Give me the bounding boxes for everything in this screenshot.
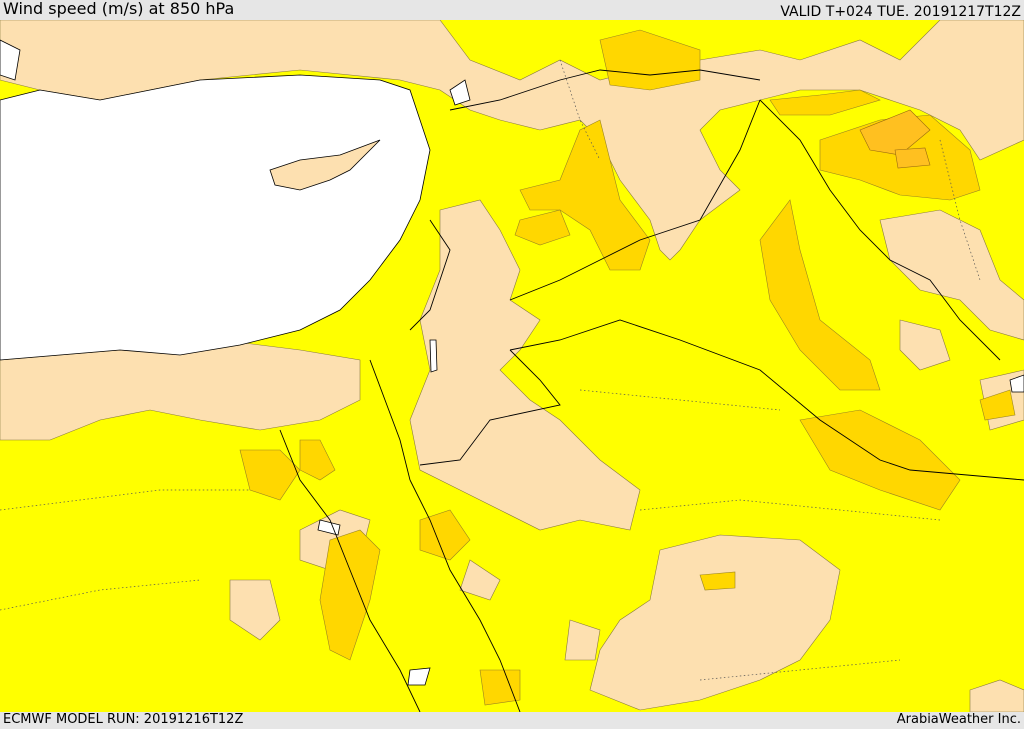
header-bar: Wind speed (m/s) at 850 hPa VALID T+024 … [0,0,1024,20]
calm-zone-red-sea-coast [459,559,501,601]
moderate-zone-suez [319,529,381,661]
calm-zone-hijaz [564,619,601,661]
border-jordan-iraq [509,319,1024,481]
sea-of-galilee [449,79,471,106]
border-syria-iraq [509,99,761,301]
province-lines [0,59,981,681]
calm-zone-turkey [0,20,1024,261]
moderate-zone-hijaz [479,669,521,706]
country-borders [279,69,1024,712]
map-title: Wind speed (m/s) at 850 hPa [3,0,235,18]
credit: ArabiaWeather Inc. [896,712,1021,727]
calm-zone-south-east [969,679,1024,712]
moderate-zone-iran-west [759,199,881,391]
water-bodies [0,39,1024,686]
border-syria-turkey [449,69,761,111]
cyprus [269,139,381,191]
dead-sea [429,339,438,373]
border-egypt-israel [369,359,411,481]
red-sea-island [407,667,431,686]
strong-zone-zagros-2 [894,147,931,169]
calm-zone-east-2 [899,319,951,371]
strong-zone-zagros [859,109,931,156]
moderate-zone-small [699,571,736,591]
moderate-zone-red-sea [419,509,471,561]
red-sea-coast-east [409,479,521,712]
wind-speed-map [0,20,1024,712]
calm-zone-saudi [589,534,841,711]
strong-wind-zones [859,109,931,169]
calm-zone-egypt-south [229,579,281,641]
valid-time: VALID T+024 TUE. 20191217T12Z [780,4,1021,20]
moderate-zone-kuwait [979,389,1016,421]
red-sea-coast-west [279,429,421,712]
calm-wind-zones [0,20,1024,712]
aegean-coast [0,39,21,81]
mediterranean-sea [0,74,431,361]
model-run: ECMWF MODEL RUN: 20191216T12Z [3,712,244,727]
border-lebanon [409,219,451,331]
persian-gulf [1009,374,1024,393]
moderate-zone-north [599,29,701,91]
calm-zone-levant-jordan [409,199,641,531]
moderate-zone-syria [519,119,651,271]
footer-bar: ECMWF MODEL RUN: 20191216T12Z ArabiaWeat… [0,712,1024,729]
moderate-zone-turkey-east [769,89,881,116]
moderate-zone-egypt [239,449,301,501]
moderate-zone-egypt-2 [299,439,336,481]
border-iraq-iran [759,99,1001,361]
border-jordan-saudi [419,349,561,466]
calm-zone-east [879,209,1024,341]
moderate-zone-syria-2 [514,209,571,246]
